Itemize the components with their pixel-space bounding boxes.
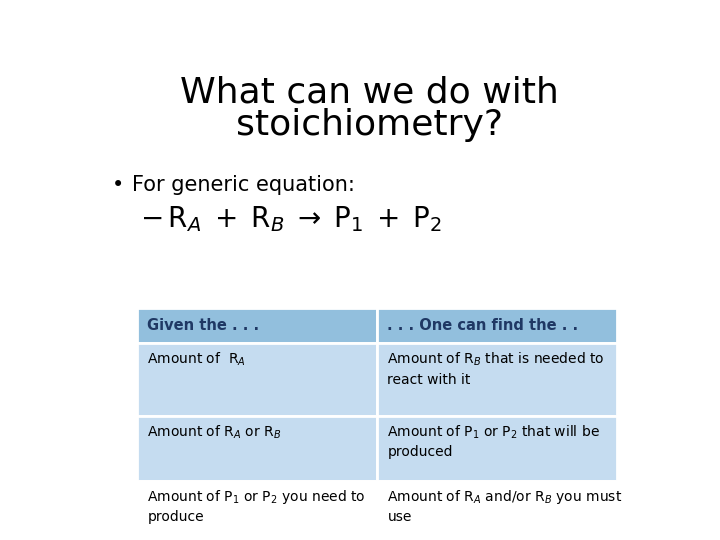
FancyBboxPatch shape bbox=[138, 343, 377, 416]
Text: Amount of R$_B$ that is needed to
react with it: Amount of R$_B$ that is needed to react … bbox=[387, 351, 605, 387]
FancyBboxPatch shape bbox=[377, 416, 617, 481]
Text: Given the . . .: Given the . . . bbox=[148, 318, 260, 333]
FancyBboxPatch shape bbox=[138, 308, 377, 343]
Text: stoichiometry?: stoichiometry? bbox=[235, 109, 503, 143]
Text: Amount of  R$_A$: Amount of R$_A$ bbox=[148, 351, 246, 368]
Text: Amount of R$_A$ or R$_B$: Amount of R$_A$ or R$_B$ bbox=[148, 424, 282, 441]
Text: . . . One can find the . .: . . . One can find the . . bbox=[387, 318, 579, 333]
FancyBboxPatch shape bbox=[138, 481, 377, 540]
FancyBboxPatch shape bbox=[377, 343, 617, 416]
Text: Amount of P$_1$ or P$_2$ you need to
produce: Amount of P$_1$ or P$_2$ you need to pro… bbox=[148, 488, 366, 524]
Text: $-\,\mathrm{R}_A\;+\;\mathrm{R}_B\;\rightarrow\;\mathrm{P}_1\;+\;\mathrm{P}_2$: $-\,\mathrm{R}_A\;+\;\mathrm{R}_B\;\righ… bbox=[140, 204, 442, 234]
FancyBboxPatch shape bbox=[138, 416, 377, 481]
Text: Amount of P$_1$ or P$_2$ that will be
produced: Amount of P$_1$ or P$_2$ that will be pr… bbox=[387, 424, 600, 460]
Text: For generic equation:: For generic equation: bbox=[132, 175, 355, 195]
FancyBboxPatch shape bbox=[377, 481, 617, 540]
FancyBboxPatch shape bbox=[377, 308, 617, 343]
Text: Amount of R$_A$ and/or R$_B$ you must
use: Amount of R$_A$ and/or R$_B$ you must us… bbox=[387, 488, 623, 524]
Text: What can we do with: What can we do with bbox=[179, 75, 559, 109]
Text: •: • bbox=[112, 175, 125, 195]
